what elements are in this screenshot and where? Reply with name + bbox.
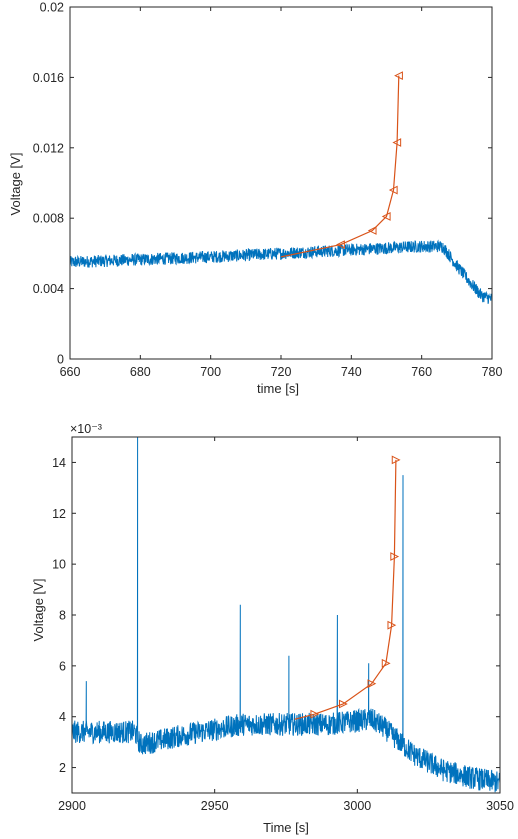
- chart-1-axes-box: [69, 6, 493, 360]
- x-tick-label: 2900: [58, 799, 86, 813]
- chart-1-ylabel: Voltage [V]: [8, 153, 23, 216]
- fit-point-marker: [394, 71, 403, 81]
- fit-point-marker: [310, 709, 320, 719]
- y-tick-label: 12: [52, 507, 66, 521]
- fit-point-marker: [388, 185, 398, 195]
- fit-point-marker: [338, 699, 348, 709]
- x-tick-label: 780: [482, 365, 503, 379]
- fit-point-marker: [336, 240, 345, 250]
- x-tick-label: 740: [341, 365, 362, 379]
- fit-point-marker: [367, 679, 377, 689]
- y-tick-label: 8: [59, 609, 66, 623]
- chart-1-ticks: 660 680 700 720 740 760 780 0 0.004 0.008 0.012 0.0…: [33, 1, 503, 380]
- x-tick-label: 660: [60, 365, 81, 379]
- y-tick-label: 0.012: [33, 141, 64, 155]
- x-tick-label: 720: [271, 365, 292, 379]
- chart-2: Voltage [V] Time [s] ×10⁻³ 2900 2950 3000 3…: [31, 422, 514, 835]
- fit-point-marker: [387, 620, 397, 630]
- fit-point-marker: [381, 212, 391, 221]
- fit-point-marker: [367, 226, 377, 235]
- x-tick-label: 2950: [201, 799, 229, 813]
- y-tick-label: 0.004: [33, 282, 64, 296]
- chart-1: Voltage [V] time [s] 660 680 700 720 740 760 7…: [8, 1, 502, 397]
- y-tick-label: 0.016: [33, 71, 64, 85]
- y-tick-label: 4: [59, 710, 66, 724]
- chart-1-data: [69, 71, 493, 304]
- y-tick-label: 2: [59, 761, 66, 775]
- fit-point-marker: [391, 455, 401, 465]
- fit-point-marker: [392, 138, 402, 147]
- signal-series-line: [69, 239, 493, 304]
- fit-point-marker: [381, 658, 391, 668]
- y-tick-label: 0: [57, 353, 64, 367]
- x-tick-label: 3050: [486, 799, 514, 813]
- x-tick-label: 680: [130, 365, 151, 379]
- y-tick-label: 0.008: [33, 212, 64, 226]
- x-tick-label: 3000: [343, 799, 371, 813]
- chart-2-ticks: 2900 2950 3000 3050 2 4 6 8 10 12 14: [52, 437, 514, 813]
- chart-2-xlabel: Time [s]: [263, 820, 309, 835]
- y-tick-label: 14: [52, 456, 66, 470]
- fit-series-line: [294, 459, 397, 720]
- chart-2-exponent-label: ×10⁻³: [70, 422, 102, 436]
- chart-1-xlabel: time [s]: [257, 381, 299, 396]
- x-tick-label: 760: [411, 365, 432, 379]
- chart-2-ylabel: Voltage [V]: [31, 579, 46, 642]
- chart-2-axes-box: [71, 436, 501, 794]
- x-tick-label: 700: [200, 365, 221, 379]
- y-tick-label: 0.02: [40, 1, 64, 15]
- fit-series-line: [280, 75, 400, 258]
- signal-series-line: [71, 436, 501, 793]
- chart-2-data: [71, 436, 501, 793]
- y-tick-label: 10: [52, 558, 66, 572]
- y-tick-label: 6: [59, 659, 66, 673]
- fit-point-marker: [390, 552, 400, 561]
